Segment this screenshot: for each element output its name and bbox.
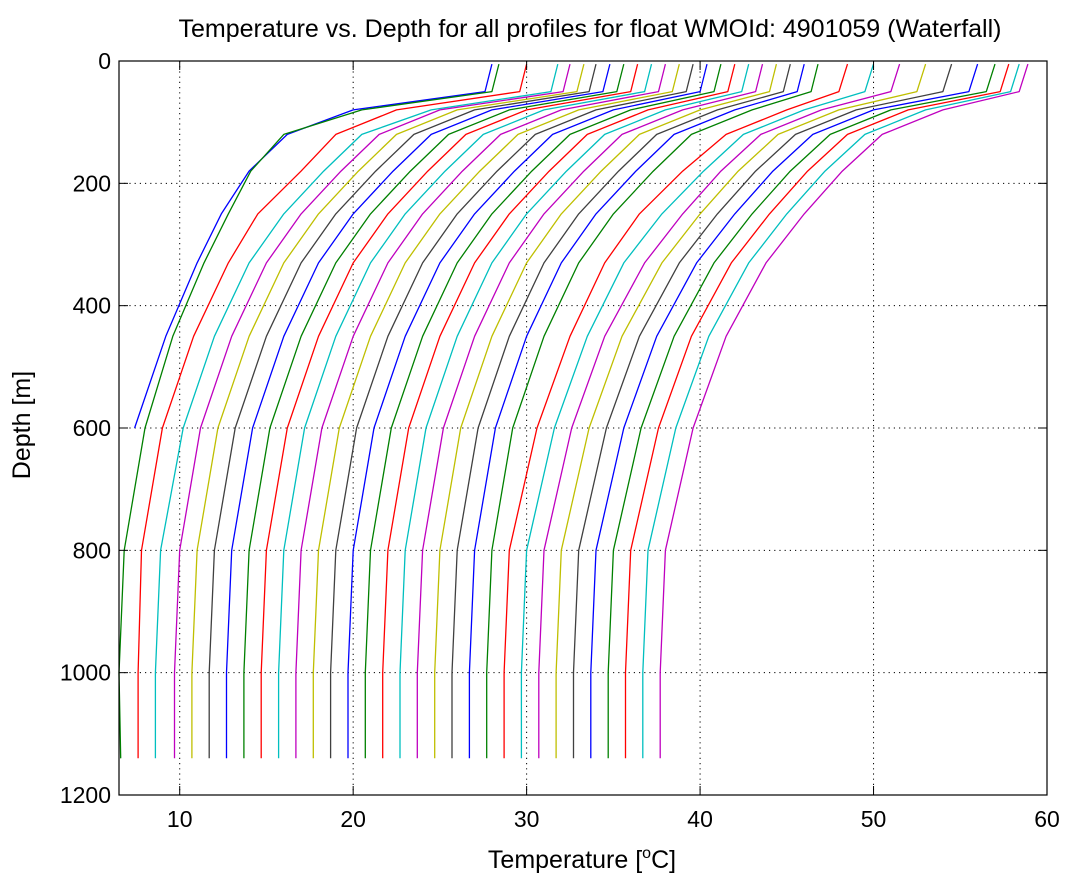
profile-line [173, 63, 571, 759]
profile-line [607, 63, 996, 759]
profile-line [191, 63, 585, 759]
x-tick-label: 30 [514, 806, 540, 832]
profile-line [555, 63, 927, 759]
profile-line [399, 63, 750, 759]
y-tick-label: 0 [98, 48, 111, 74]
y-tick-label: 800 [73, 537, 111, 563]
profile-line [277, 63, 653, 759]
profile-line [382, 63, 736, 759]
x-tick-label: 20 [340, 806, 366, 832]
profile-line [208, 63, 597, 759]
y-tick-label: 600 [73, 415, 111, 441]
y-tick-label: 400 [73, 293, 111, 319]
profile-line [118, 63, 500, 759]
profile-lines [118, 63, 1029, 759]
x-tick-label: 60 [1034, 806, 1060, 832]
profile-line [347, 63, 708, 759]
profile-line [624, 63, 1010, 759]
profile-line [260, 63, 639, 759]
profile-line [364, 63, 722, 759]
x-axis-label: Temperature [oC] [488, 845, 676, 874]
profile-line [295, 63, 667, 759]
profile-line [486, 63, 819, 759]
profile-line [225, 63, 611, 759]
y-axis-label: Depth [m] [8, 371, 36, 479]
profile-line [312, 63, 680, 759]
profile-line [520, 63, 875, 759]
profile-line [329, 63, 694, 759]
profile-line [468, 63, 805, 759]
x-tick-label: 10 [167, 806, 193, 832]
profile-line [451, 63, 791, 759]
x-axis-label-superscript: o [642, 845, 651, 862]
profile-line [590, 63, 979, 759]
x-tick-label: 40 [687, 806, 713, 832]
y-tick-label: 1000 [60, 660, 111, 686]
x-tick-label: 50 [861, 806, 887, 832]
x-axis-label-main: Temperature [ [488, 846, 642, 874]
profile-line [538, 63, 901, 759]
profile-line [137, 63, 528, 759]
profile-line [572, 63, 953, 759]
profile-line [659, 63, 1029, 759]
profile-line [642, 63, 1020, 759]
chart-title: Temperature vs. Depth for all profiles f… [178, 15, 1001, 43]
profile-line [434, 63, 778, 759]
profile-line [416, 63, 764, 759]
y-tick-label: 1200 [60, 782, 111, 808]
profile-line [243, 63, 625, 759]
profile-line [503, 63, 849, 759]
profile-line [154, 63, 559, 759]
y-tick-label: 200 [73, 170, 111, 196]
profile-line [133, 63, 493, 429]
x-axis-label-tail: C] [651, 846, 676, 874]
